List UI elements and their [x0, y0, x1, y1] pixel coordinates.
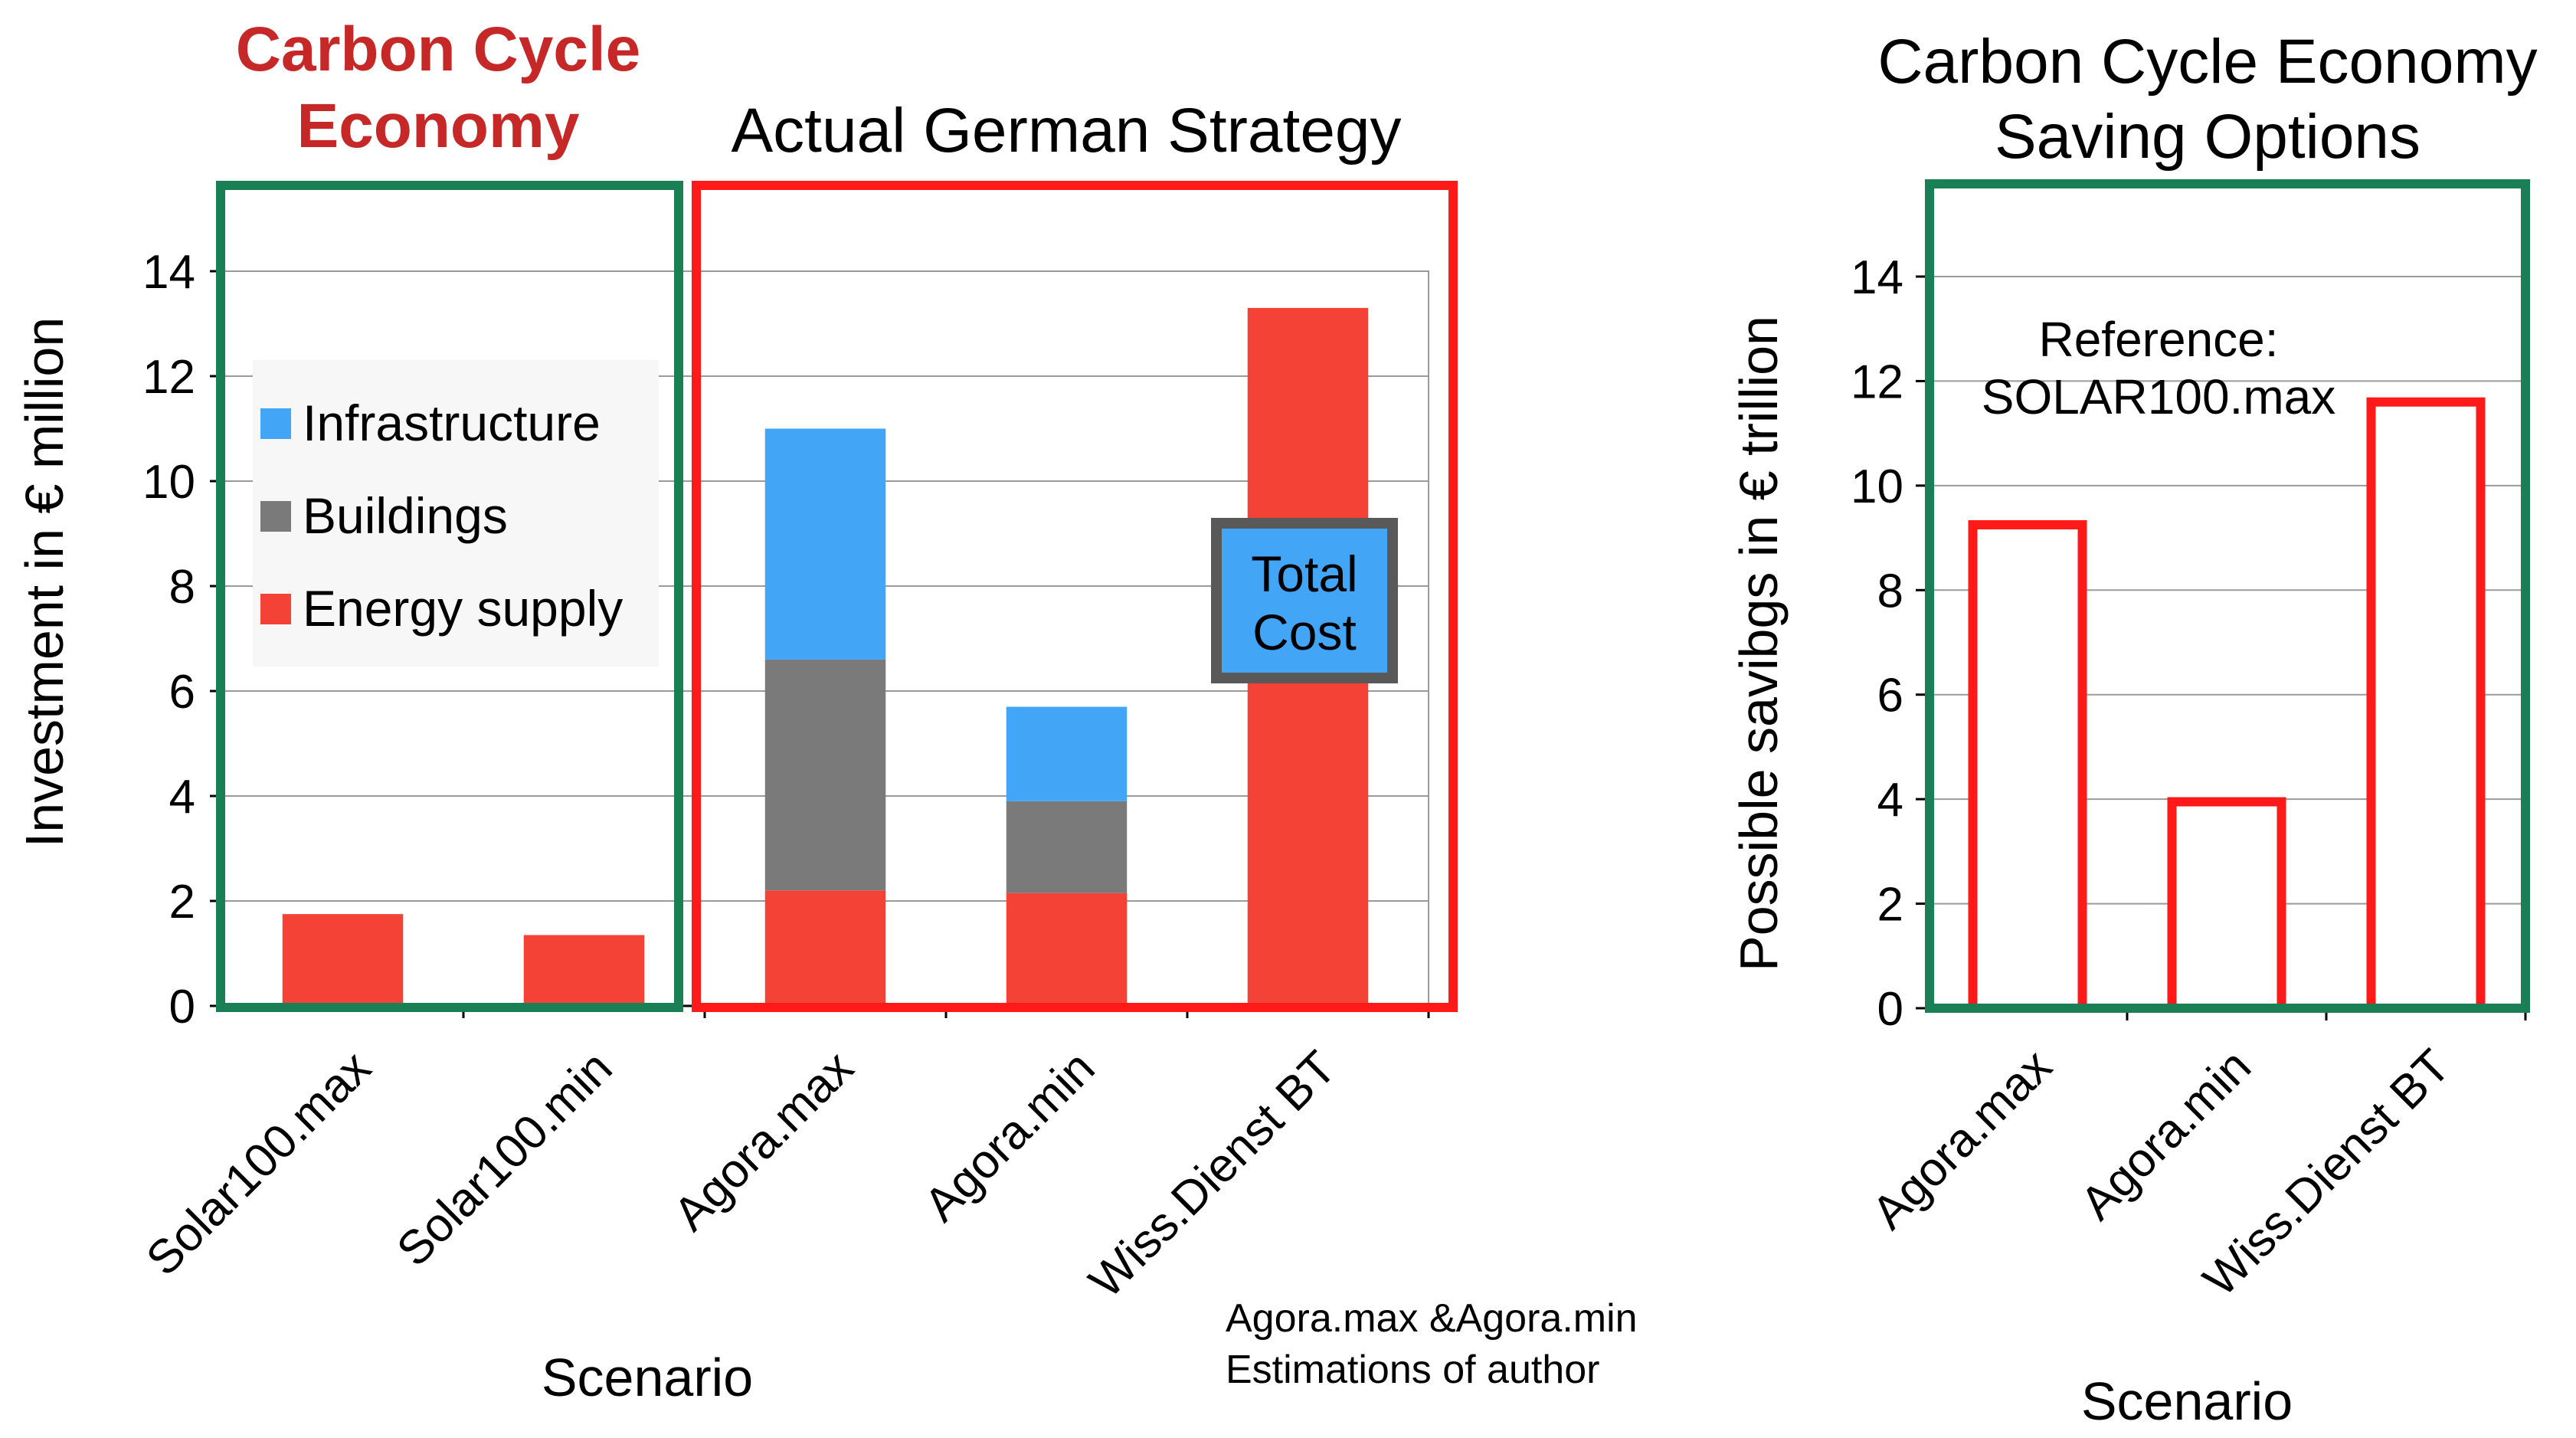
bar-segment	[1006, 706, 1128, 801]
y-tick-label: 0	[1877, 983, 1903, 1036]
y-tick-label: 2	[169, 876, 195, 929]
reference-label: Reference:	[2038, 312, 2278, 367]
bar-segment	[764, 659, 886, 891]
y-tick-label: 2	[1877, 879, 1903, 932]
footnote-line-1: Agora.max &Agora.min	[1226, 1296, 1638, 1341]
x-tick-label: Agora.max	[664, 1041, 864, 1241]
bar	[2167, 797, 2286, 1014]
y-tick-label: 10	[1851, 460, 1903, 513]
bar-segment	[764, 890, 886, 1006]
bar-segment	[282, 914, 404, 1006]
y-tick-label: 0	[169, 981, 195, 1033]
bar-segment	[1006, 893, 1128, 1006]
x-tick-label: Agora.min	[2070, 1040, 2261, 1230]
y-tick-label: 12	[1851, 355, 1903, 408]
y-tick-label: 8	[1877, 565, 1903, 617]
y-tick-label: 4	[1877, 774, 1903, 827]
x-axis-title: Scenario	[542, 1348, 753, 1407]
x-axis-title: Scenario	[2081, 1371, 2293, 1431]
cce-heading: Carbon Cycle Economy	[236, 15, 641, 161]
y-tick-label: 6	[1877, 670, 1903, 722]
y-tick-label: 14	[1851, 251, 1903, 304]
german-strategy-frame	[692, 181, 1458, 1012]
y-tick-label: 14	[142, 246, 195, 299]
german-strategy-heading: Actual German Strategy	[731, 96, 1401, 165]
saving-options-heading: Carbon Cycle Economy Saving Options	[1877, 27, 2537, 172]
cce-frame	[216, 181, 683, 1012]
y-axis-title: Investment in € million	[15, 317, 74, 848]
y-tick-label: 4	[169, 771, 195, 824]
y-tick-label: 8	[169, 561, 195, 614]
saving-options-frame	[1925, 179, 2530, 1013]
total-cost-text-2: Cost	[1252, 604, 1357, 660]
legend: Infrastructure Buildings Energy supply	[253, 360, 659, 667]
total-cost-callout: Total Cost	[1211, 518, 1398, 683]
bar-segment	[764, 428, 886, 660]
legend-label: Infrastructure	[303, 395, 601, 451]
bar-segment	[523, 935, 645, 1006]
legend-swatch	[260, 501, 291, 532]
footnote-line-2: Estimations of author	[1226, 1348, 1599, 1392]
legend-swatch	[260, 594, 291, 624]
y-tick-label: 6	[169, 666, 195, 719]
x-tick-label: Solar100.max	[136, 1041, 381, 1286]
y-axis-title: Possible savibgs in € trillion	[1729, 316, 1789, 971]
legend-label: Energy supply	[303, 580, 623, 637]
bar-segment	[1006, 801, 1128, 893]
x-tick-label: Solar100.min	[387, 1041, 622, 1276]
reference-scenario: SOLAR100.max	[1982, 369, 2335, 424]
x-tick-label: Wiss.Dienst BT	[1079, 1041, 1346, 1308]
legend-box	[253, 360, 659, 667]
y-tick-label: 12	[142, 351, 195, 404]
x-tick-label: Agora.min	[915, 1041, 1105, 1232]
total-cost-text: Total	[1251, 545, 1357, 602]
legend-swatch	[260, 408, 291, 439]
y-tick-label: 10	[142, 456, 195, 509]
legend-label: Buildings	[303, 487, 508, 544]
bar	[1968, 520, 2087, 1013]
bar	[2366, 397, 2486, 1013]
x-tick-label: Agora.max	[1862, 1040, 2062, 1240]
